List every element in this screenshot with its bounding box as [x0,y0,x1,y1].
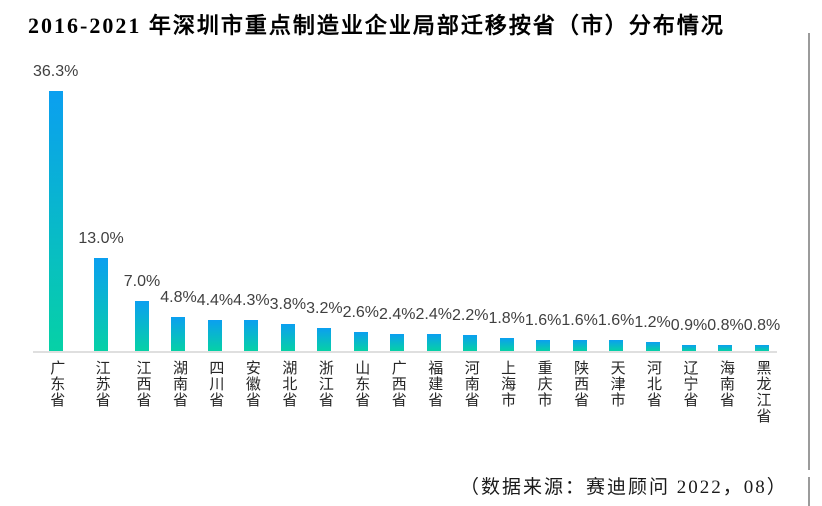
x-axis-category-label: 山东省 [353,360,370,408]
page-edge-line-lower [808,477,810,506]
bar [718,345,733,351]
bar-value-label: 4.3% [233,292,270,310]
x-axis-category-label: 陕西省 [572,360,589,408]
bar-value-label: 0.8% [743,317,781,335]
bar [682,344,697,351]
bar [244,320,259,351]
bar [134,300,149,351]
bar-column: 4.3% 安徽省 [233,55,270,408]
bar [426,333,441,351]
x-axis-category-label: 浙江省 [316,360,333,408]
bar-column: 1.6% 陕西省 [561,55,598,408]
x-axis-category-label: 重庆市 [535,360,552,408]
bar [754,345,769,351]
x-axis-category-label: 安徽省 [243,360,260,408]
x-axis-category-label: 福建省 [426,360,443,408]
bar-value-label: 1.6% [561,311,598,329]
x-axis-category-label: 黑龙江省 [754,360,771,424]
bar-value-label: 7.0% [123,272,161,290]
bar [317,328,332,351]
bar [609,339,624,351]
bar-column: 2.2% 河南省 [451,55,489,408]
bar-column: 1.6% 天津市 [597,55,635,408]
bar [171,316,186,351]
x-axis-category-label: 河南省 [462,360,479,408]
bar [536,339,551,351]
source-note: （数据来源：赛迪顾问 2022，08） [460,477,788,498]
x-axis-category-label: 上海市 [499,360,516,408]
bar-column: 7.0% 江西省 [123,55,161,408]
bar-value-label: 1.8% [488,310,525,328]
bar-value-label: 2.4% [379,305,416,323]
bar-column: 13.0% 江苏省 [78,55,124,408]
bar-column: 2.4% 福建省 [415,55,452,408]
bar-column: 4.4% 四川省 [196,55,234,408]
chart-title: 2016-2021 年深圳市重点制造业企业局部迁移按省（市）分布情况 [28,13,725,38]
bar-column: 1.6% 重庆市 [524,55,562,408]
x-axis-category-label: 广西省 [389,360,406,408]
bar-column: 0.9% 辽宁省 [670,55,708,408]
bar-value-label: 2.2% [451,307,489,325]
bar [207,319,222,351]
bar [499,338,514,351]
bar-column: 2.6% 山东省 [342,55,380,408]
x-axis-category-label: 天津市 [608,360,625,408]
bar-value-label: 4.4% [196,291,234,309]
bar-value-label: 0.9% [670,316,708,334]
bar-column: 3.2% 浙江省 [306,55,343,408]
page-edge-line-upper [808,33,810,470]
bar-column: 0.8% 海南省 [707,55,744,408]
bar-value-label: 13.0% [78,229,124,247]
bar-value-label: 3.2% [306,300,343,318]
bar-column: 0.8% 黑龙江省 [743,55,781,424]
x-axis-category-label: 河北省 [645,360,662,408]
bar [572,339,587,351]
plot-area: 36.3% 广东省 13.0% 江苏省 7.0% 江西省 4.8% 湖南省 4.… [33,55,780,425]
bar-value-label: 1.6% [524,311,562,329]
bar-value-label: 1.2% [634,314,671,332]
bar-column: 1.8% 上海市 [488,55,525,408]
x-axis-category-label: 辽宁省 [681,360,698,408]
bar-column: 2.4% 广西省 [379,55,416,408]
bar-value-label: 4.8% [160,288,197,306]
x-axis-category-label: 江苏省 [93,360,110,408]
bar-column: 36.3% 广东省 [33,55,79,409]
bar-chart: 36.3% 广东省 13.0% 江苏省 7.0% 江西省 4.8% 湖南省 4.… [33,55,780,425]
bar [463,335,478,351]
bar [353,332,368,351]
bar [280,323,295,351]
bar-value-label: 36.3% [33,63,79,80]
bar [94,257,109,351]
bar-column: 3.8% 湖北省 [269,55,307,408]
bar [645,342,660,351]
x-axis-category-label: 湖北省 [280,360,297,408]
bar [390,333,405,351]
x-axis-category-label: 湖南省 [170,360,187,408]
x-axis-line [33,351,777,353]
bar-value-label: 1.6% [597,311,635,329]
x-axis-category-label: 江西省 [134,360,151,408]
bar-value-label: 3.8% [269,295,307,313]
x-axis-category-label: 广东省 [48,360,65,408]
bar-column: 1.2% 河北省 [634,55,671,408]
bar [48,91,63,351]
bar-column: 4.8% 湖南省 [160,55,197,408]
bar-value-label: 0.8% [707,317,744,335]
x-axis-category-label: 四川省 [207,360,224,408]
x-axis-category-label: 海南省 [717,360,734,408]
bar-value-label: 2.6% [342,304,380,322]
bar-value-label: 2.4% [415,305,452,323]
